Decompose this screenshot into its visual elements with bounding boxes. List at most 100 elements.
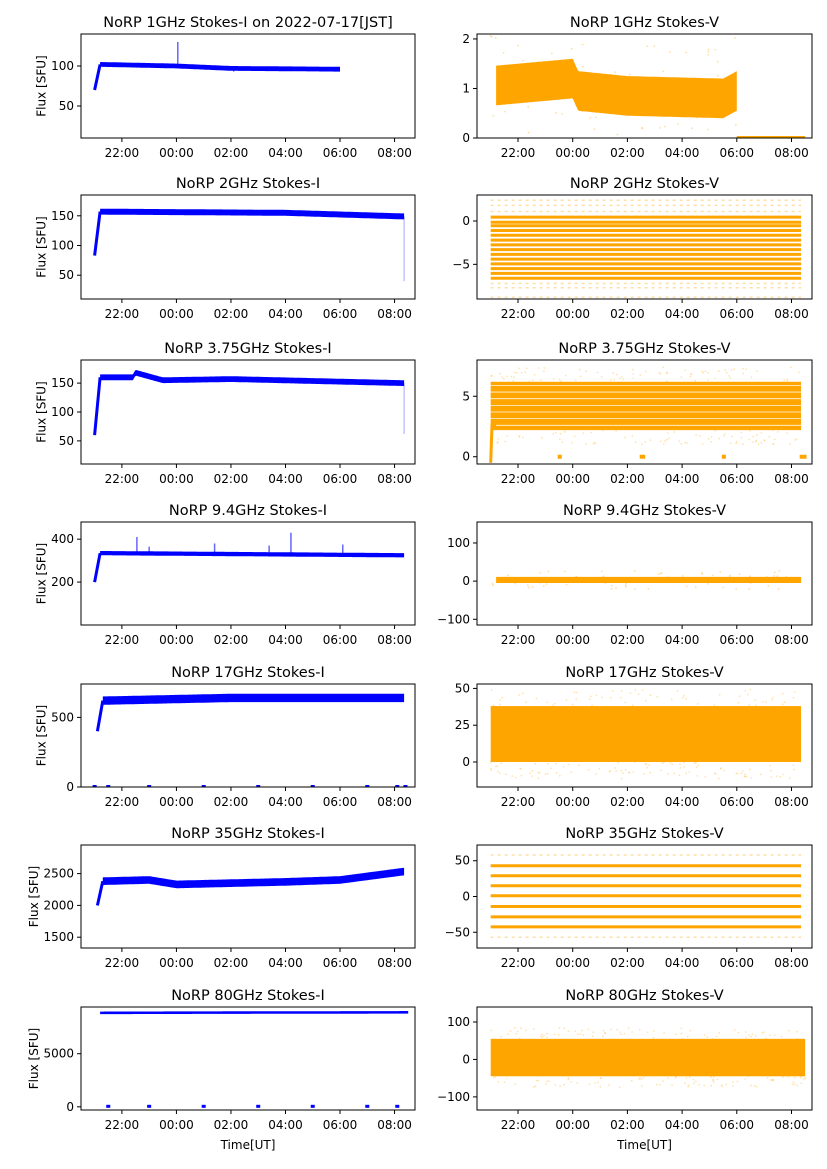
outlier-point <box>559 1085 561 1088</box>
outlier-point <box>662 149 664 151</box>
y-tick-label: 150 <box>51 376 74 390</box>
data-series <box>490 1026 807 1089</box>
outlier-point <box>670 698 673 701</box>
outlier-point <box>722 434 725 437</box>
outlier-point <box>589 695 592 698</box>
outlier-point <box>525 576 528 579</box>
outlier-point <box>492 1077 495 1079</box>
zero-segment <box>639 454 646 459</box>
y-tick-label: 0 <box>462 890 470 904</box>
outlier-point <box>765 1037 767 1040</box>
outlier-point <box>609 770 612 772</box>
outlier-point <box>712 1081 715 1083</box>
outlier-point <box>736 772 739 775</box>
outlier-point <box>793 1083 796 1086</box>
x-tick-label: 22:00 <box>501 146 536 160</box>
outlier-point <box>792 1081 795 1083</box>
y-axis-label: Flux [SFU] <box>34 543 48 604</box>
outlier-point <box>690 127 693 130</box>
outlier-point <box>548 1080 550 1083</box>
outlier-point <box>707 54 709 56</box>
outlier-point <box>675 1033 678 1036</box>
subplot-title: NoRP 17GHz Stokes-V <box>565 665 723 681</box>
outlier-point <box>679 763 681 766</box>
y-tick-label: 150 <box>51 209 74 223</box>
outlier-point <box>773 1034 776 1037</box>
outlier-point <box>546 772 549 775</box>
outlier-point <box>578 764 580 767</box>
outlier-point <box>697 703 699 705</box>
outlier-point <box>800 1082 803 1085</box>
outlier-point <box>567 763 570 766</box>
x-axis-label: Time[UT] <box>616 1138 672 1152</box>
outlier-point <box>525 367 528 370</box>
outlier-point <box>614 767 617 769</box>
outlier-point <box>659 1083 661 1086</box>
outlier-point <box>685 51 688 54</box>
outlier-point <box>742 770 744 772</box>
x-tick-label: 06:00 <box>719 472 754 486</box>
outlier-point <box>547 762 550 765</box>
outlier-point <box>634 441 637 444</box>
outlier-point <box>499 699 502 701</box>
outlier-point <box>508 94 511 97</box>
outlier-point <box>585 370 587 372</box>
outlier-point <box>753 1084 756 1087</box>
outlier-point <box>718 437 721 440</box>
outlier-point <box>682 696 684 699</box>
outlier-point <box>638 1029 641 1031</box>
outlier-point <box>744 690 747 692</box>
outlier-point <box>620 690 623 692</box>
outlier-point <box>720 90 723 93</box>
outlier-point <box>748 587 751 590</box>
outlier-point <box>573 435 576 438</box>
axes-frame <box>476 194 813 300</box>
y-axis-label: Flux [SFU] <box>27 1028 41 1089</box>
series-band <box>490 706 802 762</box>
outlier-point <box>631 435 634 438</box>
axes-frame <box>476 359 813 465</box>
outlier-point <box>706 109 709 111</box>
outlier-point <box>541 1036 544 1039</box>
outlier-point <box>579 1033 582 1036</box>
outlier-point <box>770 1079 772 1081</box>
outlier-point <box>697 764 699 767</box>
outlier-point <box>749 768 751 771</box>
y-tick-label: 50 <box>59 99 74 113</box>
outlier-point <box>750 376 753 379</box>
outlier-point <box>712 1079 714 1082</box>
x-tick-label: 02:00 <box>610 956 645 970</box>
outlier-point <box>520 1027 522 1030</box>
outlier-point <box>499 772 501 775</box>
outlier-point <box>579 108 582 111</box>
outlier-point <box>618 1086 621 1089</box>
outlier-point <box>570 1080 572 1083</box>
outlier-point <box>490 1029 492 1032</box>
subplot-title: NoRP 1GHz Stokes-I on 2022-07-17[JST] <box>103 15 393 31</box>
outlier-point <box>520 774 523 777</box>
y-tick-label: 0 <box>462 450 470 464</box>
outlier-point <box>644 699 647 702</box>
outlier-point <box>597 1081 599 1084</box>
outlier-point <box>571 441 573 444</box>
outlier-point <box>680 376 683 379</box>
outlier-point <box>798 371 800 374</box>
outlier-point <box>778 570 781 572</box>
outlier-point <box>610 588 613 590</box>
x-tick-label: 22:00 <box>105 633 140 647</box>
outlier-point <box>688 771 691 773</box>
outlier-point <box>589 117 592 119</box>
x-tick-label: 06:00 <box>323 1118 358 1132</box>
outlier-point <box>536 1079 538 1082</box>
zero-mark <box>201 1104 206 1108</box>
outlier-point <box>738 573 741 575</box>
y-tick-label: 0 <box>66 780 74 794</box>
x-tick-label: 22:00 <box>501 633 536 647</box>
outlier-point <box>714 48 716 51</box>
outlier-point <box>694 379 697 382</box>
outlier-point <box>802 1078 805 1080</box>
x-tick-label: 04:00 <box>665 146 700 160</box>
outlier-point <box>532 379 534 382</box>
outlier-point <box>520 372 523 374</box>
outlier-point <box>633 570 636 572</box>
